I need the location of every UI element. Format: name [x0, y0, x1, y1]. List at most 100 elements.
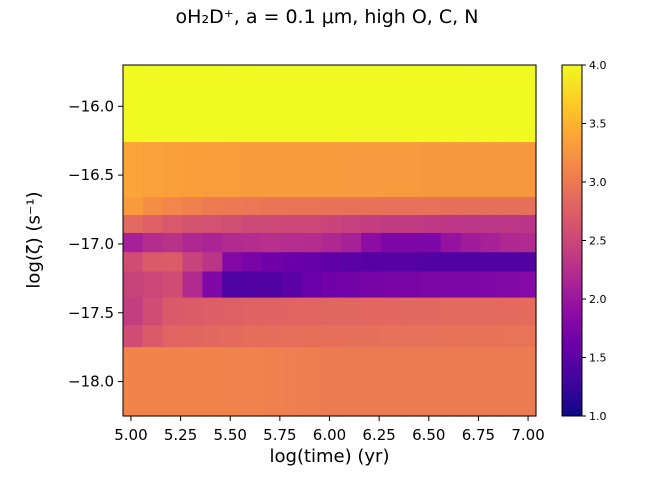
heatmap-cell	[400, 215, 422, 234]
y-axis-ticks: −16.0 −16.5 −17.0 −17.5 −18.0	[68, 97, 123, 391]
heatmap-cell	[480, 252, 501, 273]
heatmap-cell	[480, 215, 501, 234]
heatmap-cell	[500, 347, 521, 417]
heatmap-cell	[381, 325, 402, 348]
heatmap-cell	[500, 297, 521, 326]
heatmap-cell	[361, 297, 382, 326]
heatmap-cell	[381, 297, 402, 326]
heatmap-cell	[500, 65, 521, 143]
heatmap-cell	[420, 271, 442, 299]
heatmap-cell	[460, 232, 482, 253]
heatmap-cell	[202, 271, 223, 299]
heatmap-cell	[261, 252, 283, 273]
heatmap-cell	[123, 197, 144, 216]
heatmap-cell	[381, 252, 402, 273]
heatmap-cell	[321, 297, 343, 326]
heatmap-cell	[341, 297, 362, 326]
heatmap-cell	[520, 215, 537, 234]
heatmap-cell	[440, 142, 462, 198]
heatmap-cell	[162, 297, 184, 326]
heatmap-cell	[361, 232, 382, 253]
heatmap-cell	[361, 142, 382, 198]
heatmap-cell	[341, 347, 362, 417]
colorbar	[561, 64, 583, 417]
heatmap-cell	[460, 215, 482, 234]
heatmap-cell	[301, 271, 323, 299]
heatmap-cell	[182, 197, 204, 216]
heatmap-cell	[420, 325, 442, 348]
heatmap-cell	[162, 197, 184, 216]
heatmap-cell	[123, 215, 144, 234]
heatmap-cell	[142, 347, 164, 417]
heatmap-cell	[440, 232, 462, 253]
heatmap-cell	[381, 347, 402, 417]
heatmap-cell	[381, 65, 402, 143]
heatmap-cell	[182, 252, 204, 273]
heatmap-cell	[460, 347, 482, 417]
heatmap-cell	[182, 232, 204, 253]
heatmap-cell	[500, 325, 521, 348]
heatmap-cell	[281, 325, 303, 348]
colorbar-ticks: 1.0 1.5 2.0 2.5 3.0 3.5 4.0	[582, 59, 607, 423]
heatmap-cell	[202, 215, 223, 234]
heatmap-cell	[162, 271, 184, 299]
heatmap-cell	[281, 65, 303, 143]
heatmap-cell	[261, 325, 283, 348]
heatmap-cell	[500, 232, 521, 253]
heatmap-cell	[400, 297, 422, 326]
heatmap-cell	[162, 142, 184, 198]
heatmap-cell	[222, 232, 243, 253]
heatmap-cell	[242, 142, 263, 198]
heatmap-cell	[520, 65, 537, 143]
x-tick-label: 6.00	[313, 426, 346, 444]
heatmap-cell	[301, 297, 323, 326]
heatmap-cell	[420, 347, 442, 417]
heatmap-cell	[480, 271, 501, 299]
heatmap-cell	[281, 271, 303, 299]
heatmap-cell	[222, 271, 243, 299]
heatmap-cell	[182, 325, 204, 348]
heatmap-cell	[460, 65, 482, 143]
colorbar-tick-label: 1.5	[589, 352, 607, 365]
heatmap-cell	[460, 271, 482, 299]
colorbar-tick-label: 1.0	[589, 410, 607, 423]
heatmap-cell	[281, 197, 303, 216]
heatmap-cell	[142, 232, 164, 253]
y-tick-label: −17.5	[68, 304, 114, 322]
heatmap-cell	[341, 197, 362, 216]
heatmap-cell	[123, 271, 144, 299]
heatmap-cell	[182, 297, 204, 326]
heatmap-cell	[261, 271, 283, 299]
heatmap-cell	[281, 232, 303, 253]
heatmap-cell	[400, 232, 422, 253]
heatmap-cell	[301, 197, 323, 216]
heatmap-cell	[500, 215, 521, 234]
heatmap-cell	[301, 347, 323, 417]
heatmap-cell	[440, 65, 462, 143]
x-tick-label: 5.50	[214, 426, 247, 444]
heatmap-cell	[182, 271, 204, 299]
heatmap-cell	[520, 271, 537, 299]
heatmap-cell	[460, 142, 482, 198]
heatmap-cell	[321, 215, 343, 234]
heatmap-cell	[520, 297, 537, 326]
heatmap-cell	[142, 271, 164, 299]
heatmap-cell	[400, 325, 422, 348]
heatmap-cell	[321, 232, 343, 253]
heatmap-cell	[480, 142, 501, 198]
heatmap-cell	[281, 297, 303, 326]
heatmap-cell	[341, 65, 362, 143]
heatmap-cell	[222, 65, 243, 143]
heatmap-cell	[321, 347, 343, 417]
heatmap-cell	[361, 347, 382, 417]
heatmap-cell	[420, 197, 442, 216]
heatmap-cell	[520, 142, 537, 198]
heatmap-cell	[261, 142, 283, 198]
heatmap-cell	[123, 65, 144, 143]
heatmap-cell	[420, 65, 442, 143]
heatmap-cell	[123, 347, 144, 417]
heatmap-cell	[242, 197, 263, 216]
heatmap-cell	[460, 325, 482, 348]
heatmap-cell	[242, 347, 263, 417]
